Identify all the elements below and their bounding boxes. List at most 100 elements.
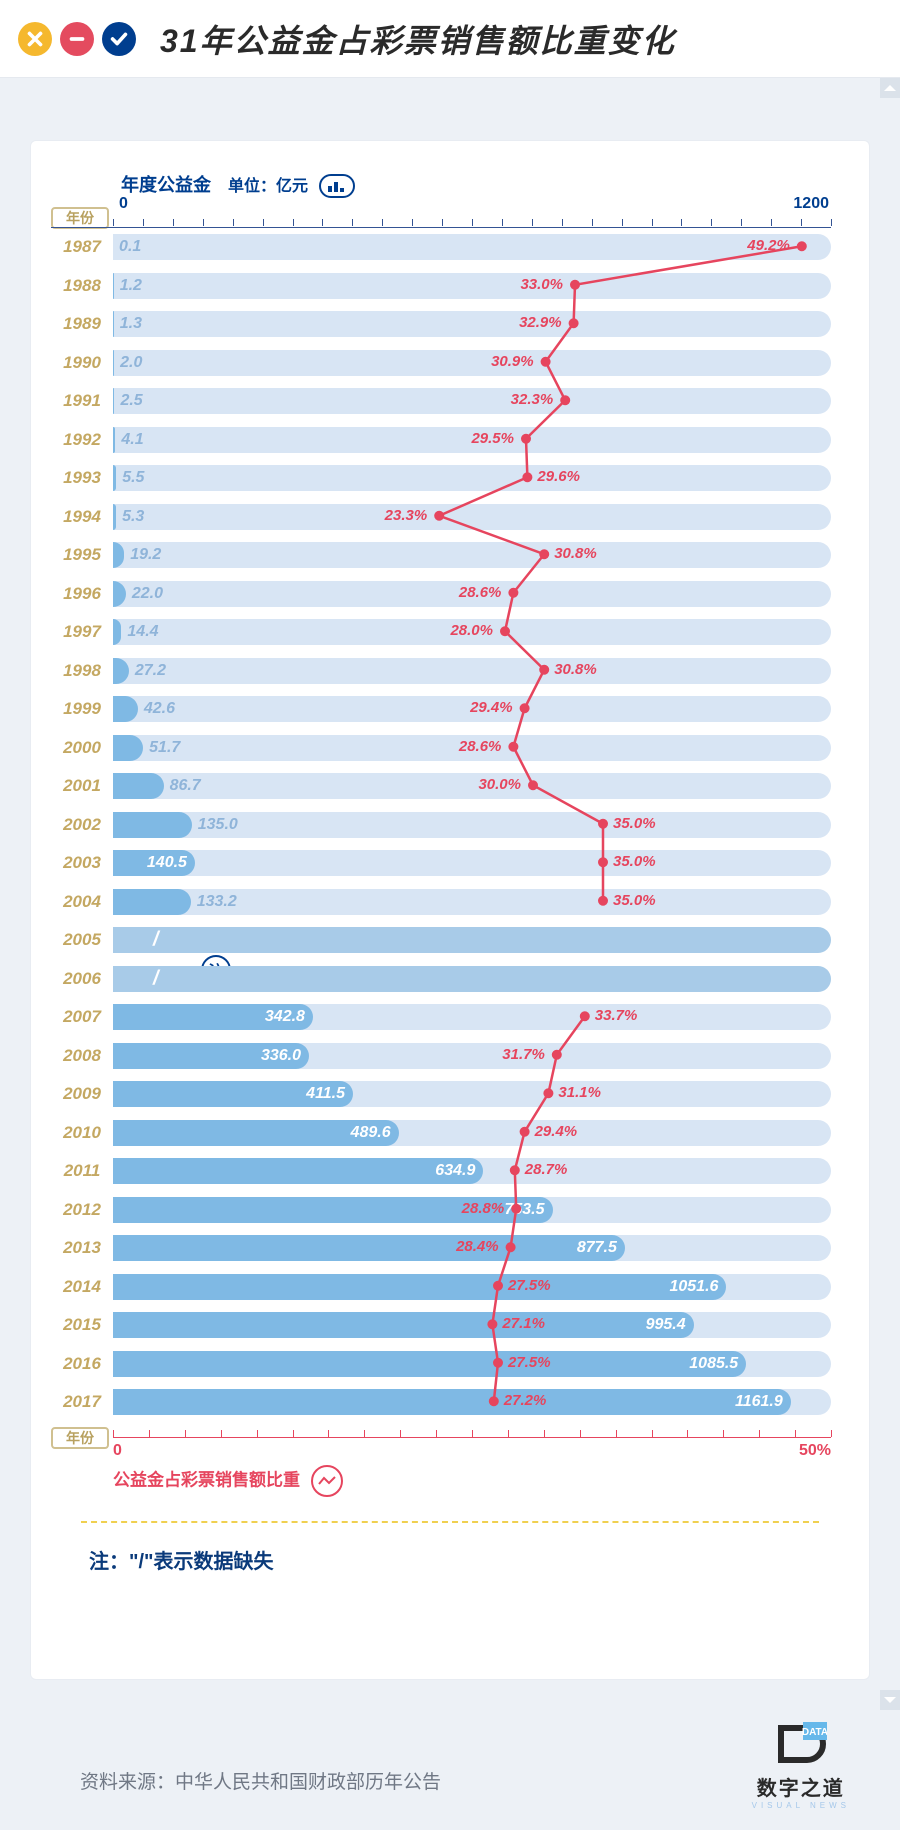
value-bar [113,619,121,645]
percent-label: 27.5% [508,1354,551,1371]
chart-area: 年度公益金 单位：亿元 0 1200 年份 19870.119881.21989… [51,171,849,1601]
year-label: 2000 [51,738,113,758]
bar-value-label: 1051.6 [669,1278,718,1296]
table-row: 2013 877.5 [51,1229,831,1268]
table-row: 200186.7 [51,767,831,806]
value-bar [113,889,191,915]
value-bar: 877.5 [113,1235,625,1261]
year-label: 2013 [51,1238,113,1258]
bar-value-label: 5.3 [122,508,144,526]
percent-label: 30.0% [478,776,521,793]
confirm-icon[interactable] [102,22,136,56]
year-label: 2015 [51,1315,113,1335]
percent-label: 31.1% [558,1084,601,1101]
logo-text: 数字之道 [752,1772,850,1801]
table-row: 2010 489.6 [51,1114,831,1153]
value-bar [113,581,126,607]
percent-label: 23.3% [385,507,428,524]
bar-track: 995.4 [113,1312,831,1338]
missing-slash: / [153,929,159,952]
year-label: 1991 [51,391,113,411]
percent-label: 28.6% [459,738,502,755]
year-label: 1993 [51,468,113,488]
bottom-axis-ticks [113,1429,831,1437]
year-label: 2010 [51,1123,113,1143]
year-label: 1989 [51,314,113,334]
scroll-down-icon[interactable] [880,1690,900,1710]
percent-label: 28.6% [459,584,502,601]
axis-top-min: 0 [119,195,128,213]
table-row: 19935.5 [51,459,831,498]
year-label: 1987 [51,237,113,257]
value-bar [113,735,143,761]
bar-value-label: 19.2 [130,546,161,564]
table-row: 19924.1 [51,421,831,460]
percent-label: 30.8% [554,661,597,678]
percent-label: 32.3% [511,391,554,408]
bar-value-label: 342.8 [265,1008,305,1026]
bar-track: 634.9 [113,1158,831,1184]
value-bar: 1085.5 [113,1351,746,1377]
value-bar [113,311,114,337]
line-chart-icon [311,1465,343,1497]
value-bar [113,388,114,414]
chart-rows: 19870.119881.219891.319902.019912.519924… [51,227,831,1422]
bar-value-label: 135.0 [198,816,238,834]
minimize-icon[interactable] [60,22,94,56]
year-label: 2007 [51,1007,113,1027]
table-row: 19870.1 [51,228,831,267]
bar-track: 342.8 [113,1004,831,1030]
year-label: 2006 [51,969,113,989]
bar-track: 133.2 [113,889,831,915]
year-label: 1990 [51,353,113,373]
table-row: 2007 342.8 [51,998,831,1037]
percent-label: 49.2% [747,237,790,254]
table-row: 2004133.2 [51,883,831,922]
table-row: 1996 22.0 [51,575,831,614]
percent-label: 32.9% [519,314,562,331]
axis-bottom-min: 0 [113,1442,122,1460]
bar-track: 140.5 [113,850,831,876]
bar-value-label: 22.0 [132,585,163,603]
percent-label: 28.0% [450,622,493,639]
year-label: 2011 [51,1161,113,1181]
bar-track: 5.5 [113,465,831,491]
year-label: 1996 [51,584,113,604]
bar-track: 1085.5 [113,1351,831,1377]
missing-slash: / [153,967,159,990]
bar-value-label: 27.2 [135,662,166,680]
percent-label: 35.0% [613,853,656,870]
year-label: 1992 [51,430,113,450]
year-label: 1995 [51,545,113,565]
table-row: 199714.4 [51,613,831,652]
bar-value-label: 51.7 [149,739,180,757]
bar-track: 2.0 [113,350,831,376]
bar-track: 489.6 [113,1120,831,1146]
value-bar: 995.4 [113,1312,694,1338]
bar-track: 19.2 [113,542,831,568]
axis-top-max: 1200 [793,195,829,213]
percent-label: 28.4% [456,1238,499,1255]
table-row: 2000 51.7 [51,729,831,768]
close-icon[interactable] [18,22,52,56]
year-label: 2016 [51,1354,113,1374]
value-bar [113,773,164,799]
svg-text:DATA: DATA [802,1727,827,1738]
scroll-up-icon[interactable] [880,78,900,98]
top-axis-unit: 单位：亿元 [228,178,308,195]
bar-track: / [113,966,831,992]
percent-label: 33.0% [520,276,563,293]
percent-label: 30.8% [554,545,597,562]
percent-label: 35.0% [613,815,656,832]
value-bar [113,350,114,376]
bar-value-label: 1085.5 [689,1355,738,1373]
percent-label: 27.2% [504,1392,547,1409]
bar-value-label: 489.6 [351,1124,391,1142]
value-bar: 411.5 [113,1081,353,1107]
table-row: 20141051.6 [51,1268,831,1307]
value-bar [113,465,116,491]
value-bar: 336.0 [113,1043,309,1069]
bottom-axis-title-text: 公益金占彩票销售额比重 [113,1470,300,1489]
bar-value-label: 753.5 [504,1201,544,1219]
bar-value-label: 877.5 [577,1239,617,1257]
